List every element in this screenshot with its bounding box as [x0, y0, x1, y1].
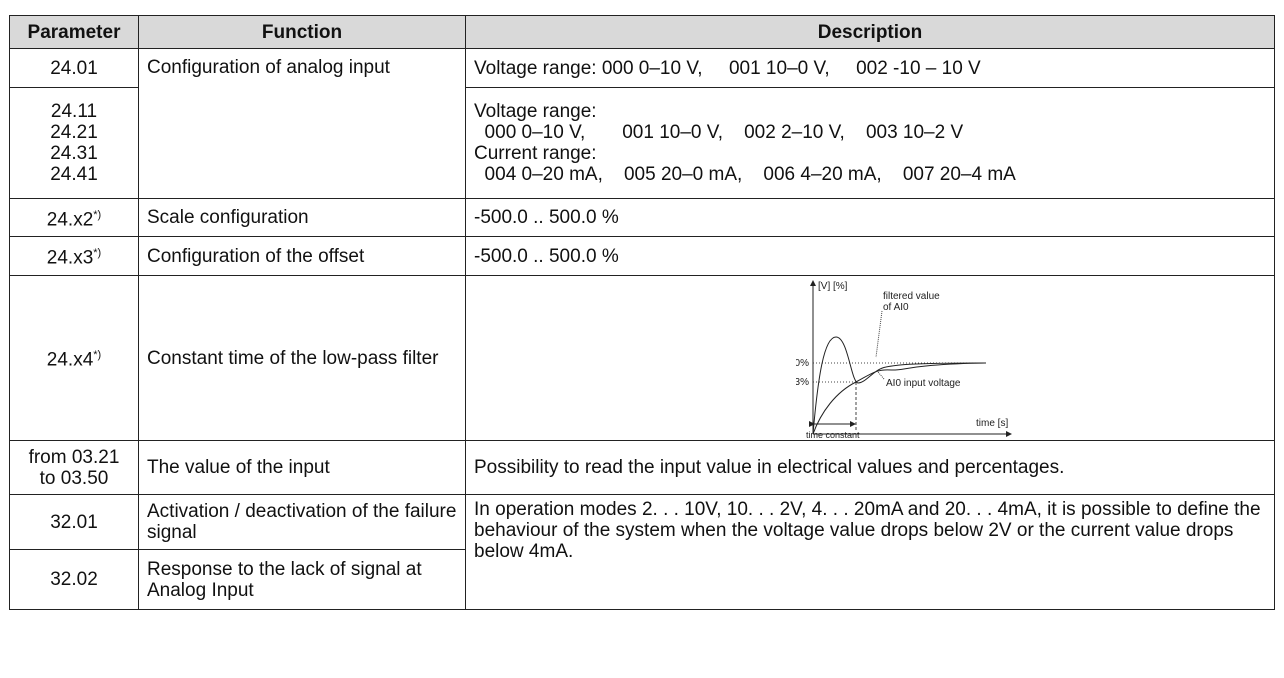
row: 24.x3*) Configuration of the offset -500…: [9, 236, 1275, 276]
function: Configuration of analog input: [138, 48, 466, 199]
x-axis-label: time [s]: [976, 418, 1008, 429]
diagram-cell: [V] [%] filtered value of AI0 100% 63% A…: [465, 275, 1275, 441]
line: from 03.21: [28, 446, 120, 468]
header-cell: Description: [465, 15, 1275, 49]
description: Possibility to read the input value in e…: [465, 440, 1275, 495]
leader: [877, 371, 885, 380]
input-curve: [812, 336, 987, 435]
row: 24.01 Configuration of analog input Volt…: [9, 48, 1275, 199]
row: 32.01 Activation / deactivation of the f…: [9, 494, 1275, 610]
description: Voltage range: 000 0–10 V, 001 10–0 V, 0…: [465, 87, 1275, 199]
header-cell: Parameter: [9, 15, 139, 49]
filter-diagram: [V] [%] filtered value of AI0 100% 63% A…: [796, 280, 1012, 439]
note: *): [93, 208, 102, 221]
function: Configuration of the offset: [138, 236, 466, 276]
leader: [875, 310, 883, 358]
parameter: 24.x3*): [9, 236, 139, 276]
row: 24.x2*) Scale configuration -500.0 .. 50…: [9, 198, 1275, 237]
description: Voltage range: 000 0–10 V, 001 10–0 V, 0…: [465, 48, 1275, 88]
line: 004 0–20 mA, 005 20–0 mA, 006 4–20 mA, 0…: [474, 164, 1016, 185]
row: 32.02 Response to the lack of signal at …: [9, 549, 1275, 610]
header-cell: Function: [138, 15, 466, 49]
label: AI0 input voltage: [886, 378, 961, 389]
parameter-table: Parameter Function Description 24.01 Con…: [9, 15, 1275, 610]
code: 24.x4: [46, 349, 94, 371]
parameter: 24.01: [9, 48, 139, 88]
parameter: 24.x4*): [9, 275, 139, 441]
line: 24.11: [50, 101, 98, 122]
label: time constant: [806, 430, 860, 439]
row: 24.11 24.21 24.31 24.41 Voltage range: 000 …: [9, 87, 1275, 199]
code: 24.x2: [46, 209, 94, 231]
label: of AI0: [883, 302, 909, 313]
filtered-curve: [812, 362, 987, 435]
description: -500.0 .. 500.0 %: [465, 198, 1275, 237]
function: Response to the lack of signal at Analog…: [138, 549, 466, 610]
label: 63%: [796, 377, 809, 388]
line: 24.41: [50, 164, 98, 185]
note: *): [93, 349, 102, 362]
description: In operation modes 2. . . 10V, 10. . . 2…: [465, 494, 1275, 610]
function: Constant time of the low-pass filter: [138, 275, 466, 441]
line: to 03.50: [39, 467, 109, 489]
row: from 03.21 to 03.50 The value of the inpu…: [9, 440, 1275, 495]
label: 100%: [796, 358, 809, 369]
y-axis-label: [V] [%]: [818, 281, 848, 292]
line: Voltage range:: [474, 101, 597, 122]
line: 000 0–10 V, 001 10–0 V, 002 2–10 V, 003 …: [474, 122, 964, 143]
row: 24.x4*) Constant time of the low-pass fi…: [9, 275, 1275, 441]
parameter: 24.x2*): [9, 198, 139, 237]
code: 24.x3: [46, 247, 94, 269]
function: Activation / deactivation of the failure…: [138, 494, 466, 550]
description: -500.0 .. 500.0 %: [465, 236, 1275, 276]
line: Current range:: [474, 143, 597, 164]
parameter: 32.01: [9, 494, 139, 550]
line: 24.31: [50, 143, 98, 164]
parameter: from 03.21 to 03.50: [9, 440, 139, 495]
line: 24.21: [50, 122, 98, 143]
function: Scale configuration: [138, 198, 466, 237]
note: *): [93, 247, 102, 260]
parameter: 24.11 24.21 24.31 24.41: [9, 87, 139, 199]
header-row: Parameter Function Description: [9, 15, 1275, 49]
function: The value of the input: [138, 440, 466, 495]
label: filtered value: [883, 291, 940, 302]
parameter: 32.02: [9, 549, 139, 610]
